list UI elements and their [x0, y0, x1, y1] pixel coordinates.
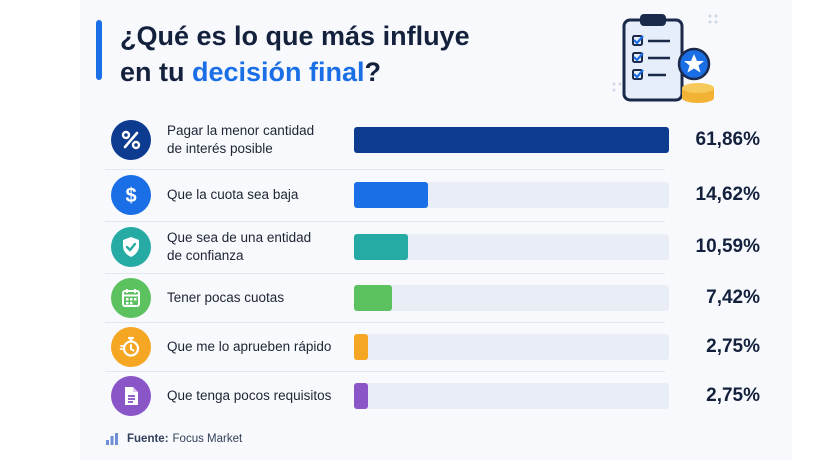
category-label: Tener pocas cuotas — [167, 290, 285, 305]
bar — [354, 285, 392, 311]
row-divider — [105, 273, 665, 274]
category-label: Que me lo aprueben rápido — [167, 339, 332, 354]
value-label: 2,75% — [706, 385, 760, 406]
bar-chart-icon — [106, 433, 118, 445]
bar-track — [354, 383, 669, 409]
list-item: Que me lo aprueben rápido 2,75% — [105, 323, 765, 371]
value-label: 61,86% — [695, 129, 760, 150]
bar-track — [354, 285, 669, 311]
dollar-icon: $ — [111, 175, 151, 215]
percent-icon — [111, 120, 151, 160]
title-highlight: decisión final — [192, 57, 365, 87]
bar — [354, 182, 428, 208]
bar — [354, 234, 408, 260]
source-note: Fuente: Focus Market — [105, 432, 242, 446]
value-label: 2,75% — [706, 336, 760, 357]
title-accent-bar — [96, 20, 102, 80]
list-item: Que sea de una entidad de confianza 10,59… — [105, 223, 765, 271]
calendar-icon — [111, 278, 151, 318]
list-item: Tener pocas cuotas 7,42% — [105, 274, 765, 322]
category-label: Que sea de una entidad de confianza — [167, 230, 312, 263]
row-divider — [105, 322, 665, 323]
value-label: 14,62% — [695, 184, 760, 205]
category-label: Pagar la menor cantidad de interés posibl… — [167, 123, 315, 156]
bar-track — [354, 182, 669, 208]
row-divider — [105, 221, 665, 222]
bar — [354, 334, 368, 360]
list-item: Que tenga pocos requisitos 2,75% — [105, 372, 765, 420]
chart-title: ¿Qué es lo que más influye en tu decisió… — [120, 18, 470, 90]
document-icon — [111, 376, 151, 416]
source-label: Fuente: — [127, 433, 169, 445]
bar-track — [354, 234, 669, 260]
value-label: 7,42% — [706, 287, 760, 308]
bar — [354, 127, 669, 153]
stopwatch-icon — [111, 327, 151, 367]
list-item: $ Que la cuota sea baja 14,62% — [105, 171, 765, 219]
bar-track — [354, 334, 669, 360]
source-value: Focus Market — [172, 433, 243, 445]
clipboard-checklist-icon — [612, 14, 718, 103]
title-line-1: ¿Qué es lo que más influye — [120, 21, 470, 51]
row-divider — [105, 371, 665, 372]
value-label: 10,59% — [695, 236, 760, 257]
bar — [354, 383, 368, 409]
row-divider — [105, 169, 665, 170]
category-label: Que la cuota sea baja — [167, 187, 299, 202]
svg-text:$: $ — [125, 185, 136, 207]
list-item: Pagar la menor cantidad de interés posibl… — [105, 116, 765, 164]
title-line-2: en tu decisión final? — [120, 57, 382, 87]
shield-check-icon — [111, 227, 151, 267]
category-label: Que tenga pocos requisitos — [167, 388, 332, 403]
bar-track — [354, 127, 669, 153]
